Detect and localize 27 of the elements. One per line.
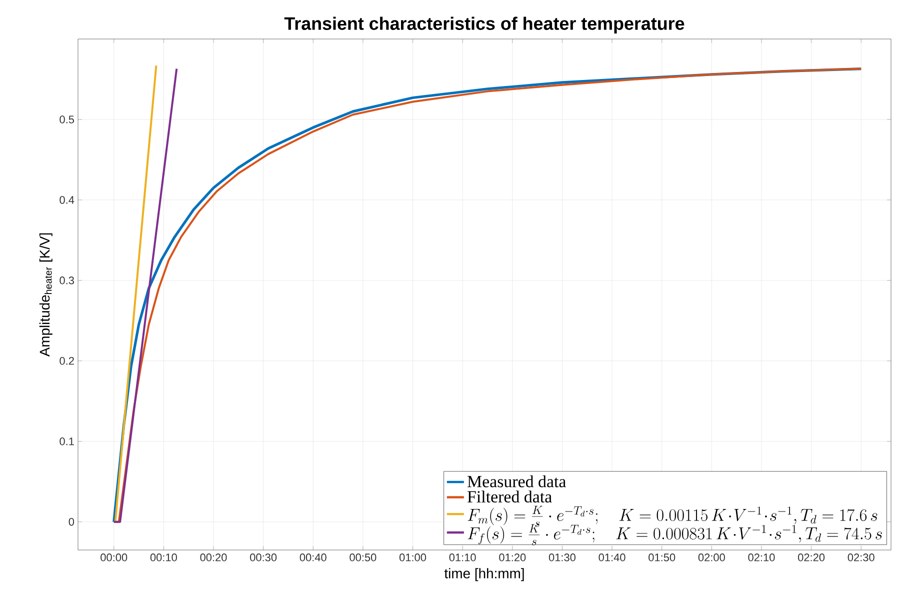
y-tick-label: 0.3: [60, 276, 74, 284]
x-axis-title: time [hh:mm]: [444, 568, 524, 582]
x-tick-label: 01:30: [548, 554, 576, 562]
legend-label: Measured data: [468, 475, 566, 488]
y-tick-label: 0.4: [60, 196, 74, 204]
y-tick-label: 0.2: [60, 357, 74, 365]
x-tick-label: 01:10: [449, 554, 476, 562]
y-tick-label: 0.1: [60, 437, 74, 446]
x-tick-label: 00:00: [100, 554, 128, 562]
x-tick-label: 02:00: [698, 554, 725, 562]
x-tick-label: 00:10: [150, 554, 177, 562]
y-axis-title: Amplitude$_{heater}$ [K/V]: [39, 233, 52, 357]
y-tick-label: 0.5: [60, 116, 74, 124]
y-tick-label: 0: [68, 518, 74, 526]
x-tick-label: 00:20: [200, 554, 227, 562]
chart-title: Transient characteristics of heater temperature: [284, 16, 684, 34]
x-tick-label: 02:10: [748, 554, 775, 562]
x-tick-label: 01:40: [598, 554, 626, 562]
x-tick-label: 00:50: [350, 554, 376, 562]
x-tick-label: 01:50: [648, 554, 676, 562]
x-tick-label: 02:20: [798, 554, 825, 562]
x-tick-label: 01:20: [499, 554, 526, 562]
x-tick-label: 01:00: [399, 554, 426, 562]
legend-label: Filtered data: [468, 490, 552, 503]
x-tick-label: 00:30: [250, 554, 277, 562]
x-tick-label: 02:30: [848, 554, 874, 562]
x-tick-label: 00:40: [300, 554, 326, 562]
